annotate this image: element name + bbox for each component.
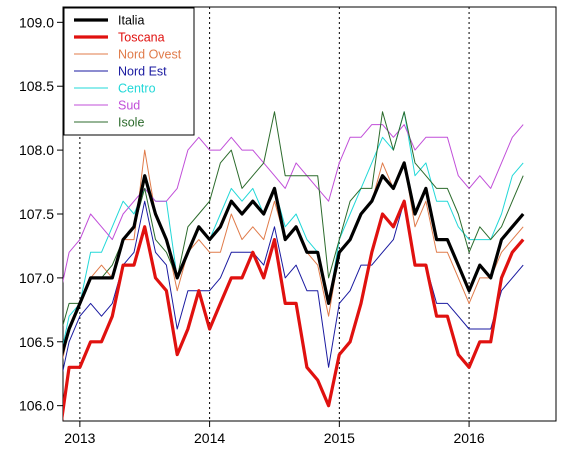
y-tick-label: 108.5	[19, 78, 54, 94]
x-tick-label: 2013	[64, 430, 95, 446]
y-tick-label: 106.0	[19, 398, 54, 414]
y-tick-label: 109.0	[19, 14, 54, 30]
legend-label: Centro	[118, 82, 156, 96]
legend-label: Italia	[118, 14, 144, 28]
y-tick-label: 108.0	[19, 142, 54, 158]
x-axis: 2013 2014 2015 2016	[64, 421, 485, 446]
legend-label: Toscana	[118, 31, 165, 45]
series-line-toscana	[63, 199, 525, 421]
vertical-reference-lines	[79, 7, 470, 421]
legend-label: Isole	[118, 116, 144, 130]
y-axis: 106.0 106.5 107.0 107.5 108.0 108.5 109.0	[19, 14, 63, 414]
legend-label: Nord Est	[118, 65, 167, 79]
series-line-isole	[63, 111, 524, 327]
series-line-nord-est	[63, 200, 524, 373]
y-tick-label: 107.5	[19, 206, 54, 222]
legend: Italia Toscana Nord Ovest Nord Est Centro Sud…	[63, 7, 195, 136]
series-line-centro	[63, 111, 524, 348]
series-line-sud	[63, 124, 524, 284]
series-line-italia	[63, 161, 525, 357]
series-lines	[63, 111, 525, 421]
x-tick-label: 2016	[453, 430, 484, 446]
legend-label: Nord Ovest	[118, 48, 182, 62]
y-tick-label: 106.5	[19, 334, 54, 350]
x-tick-label: 2015	[324, 430, 355, 446]
x-tick-label: 2014	[194, 430, 225, 446]
y-tick-label: 107.0	[19, 270, 54, 286]
legend-label: Sud	[118, 99, 140, 113]
legend-box	[63, 7, 195, 136]
